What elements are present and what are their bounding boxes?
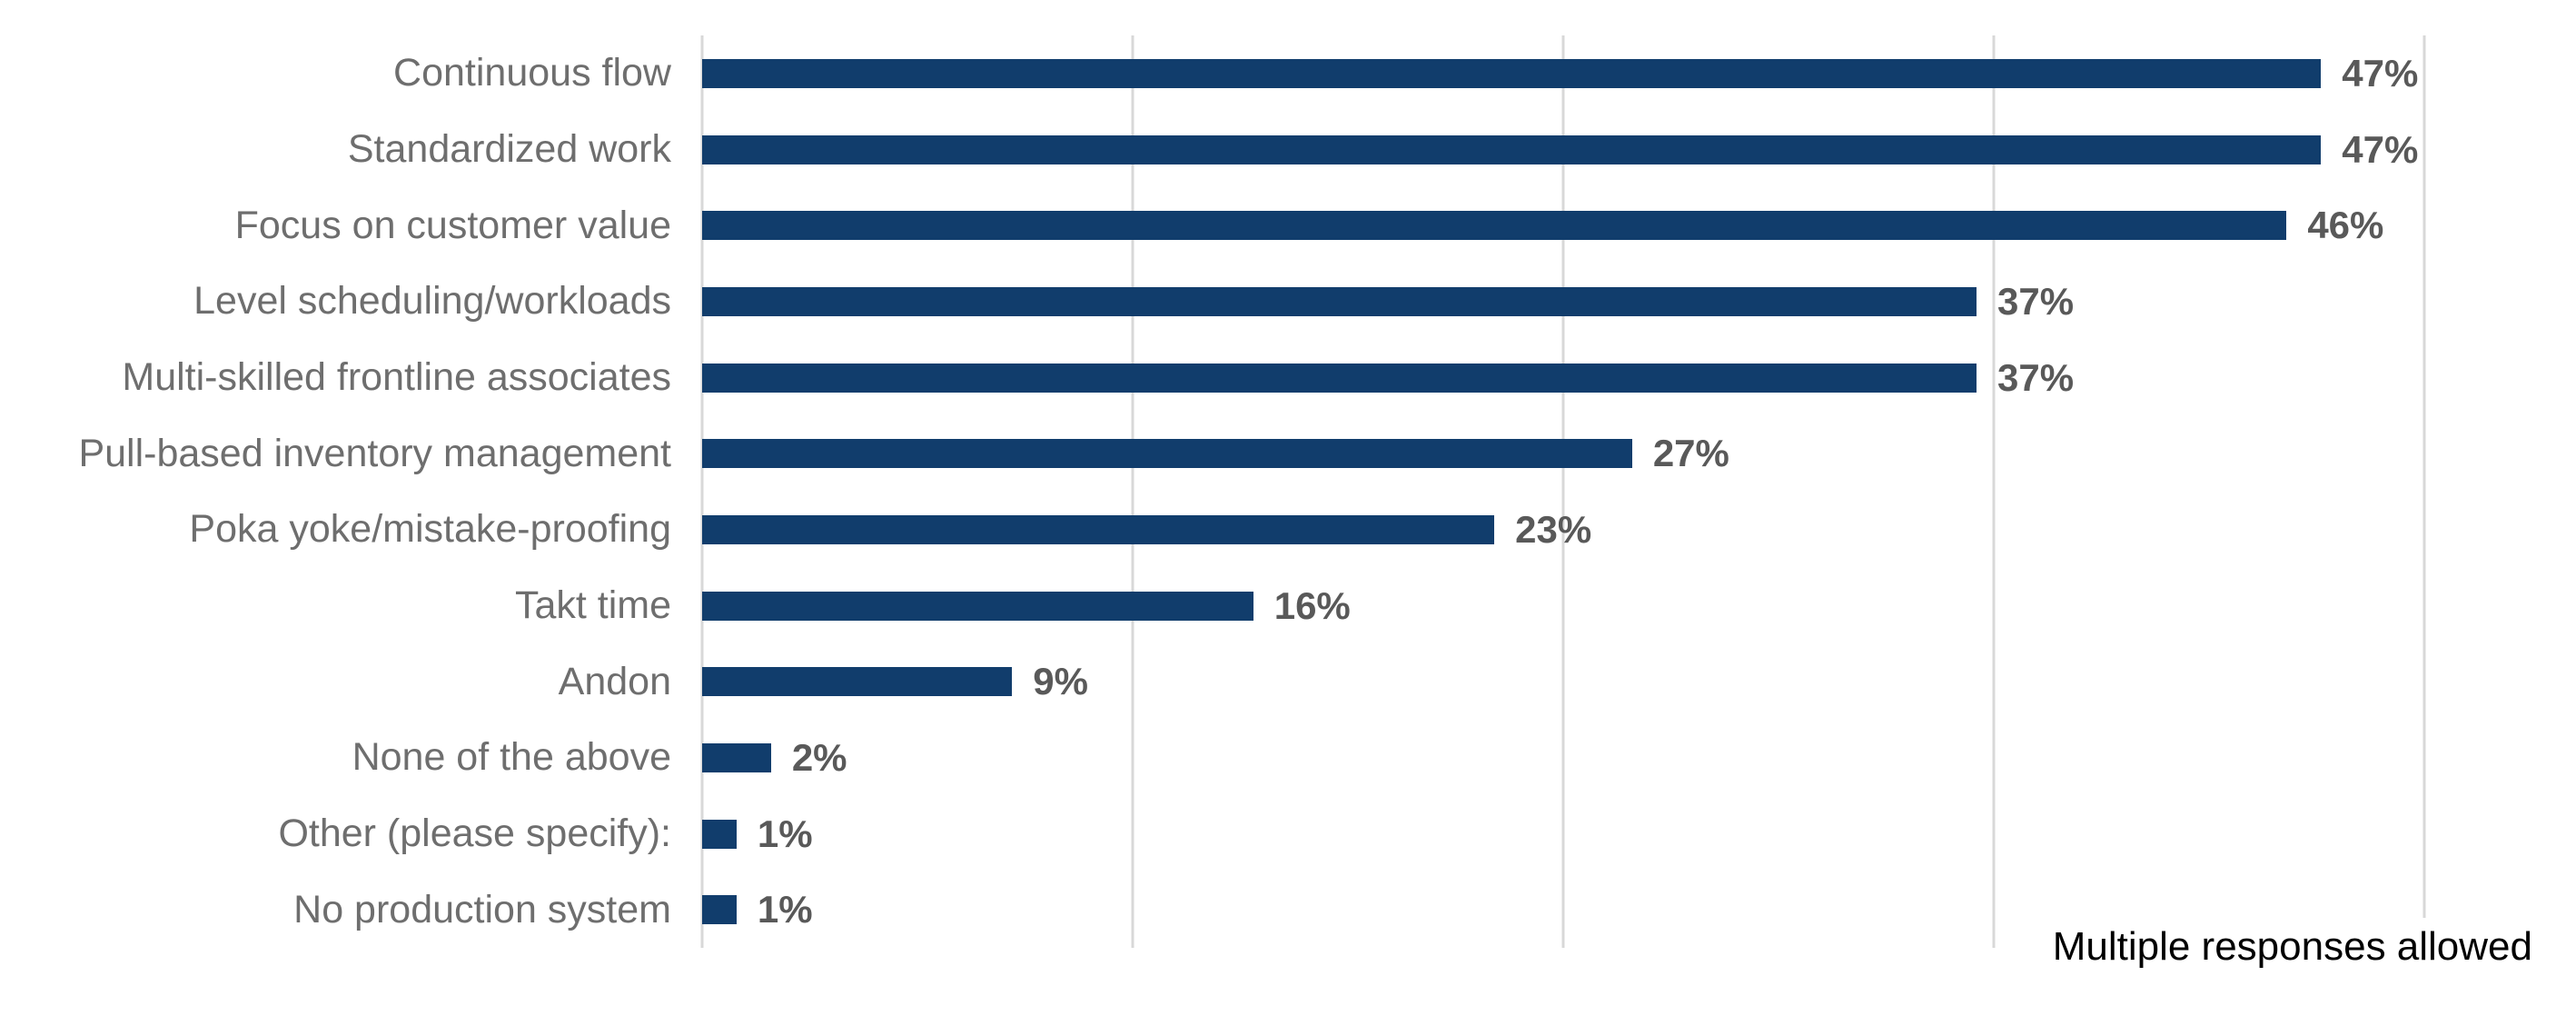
bar-track: 37% [702,355,2424,399]
vertical-gridline [1992,35,1996,948]
bar [702,667,1013,697]
bar [702,514,1495,544]
category-label: Level scheduling/workloads [193,279,671,324]
bar-track: 9% [702,662,2424,701]
value-label: 23% [1515,507,1592,551]
value-label: 2% [791,735,847,779]
category-label: Multi-skilled frontline associates [122,355,671,400]
bar-rows: Continuous flow 47% Standardized work 47… [0,35,2576,948]
value-label: 47% [2342,127,2419,171]
category-label: Standardized work [347,127,671,171]
bar-row: Takt time 16% [0,568,2576,644]
bar-row: None of the above 2% [0,720,2576,796]
bar-track: 46% [702,206,2424,244]
value-label: 47% [2342,51,2419,95]
bar [702,134,2322,164]
value-label: 1% [757,888,813,931]
bar-row: Other (please specify): 1% [0,796,2576,872]
bar-track: 16% [702,583,2424,627]
value-label: 27% [1652,432,1729,475]
category-label: Focus on customer value [234,203,671,247]
value-label: 16% [1273,583,1351,627]
value-label: 1% [757,812,813,855]
bar-track: 1% [702,812,2424,855]
bar-track: 47% [702,51,2424,95]
value-label: 9% [1033,660,1088,703]
bar-track: 2% [702,735,2424,779]
bar-track: 37% [702,279,2424,323]
bar-row: Pull-based inventory management 27% [0,415,2576,492]
bar-track: 47% [702,127,2424,171]
bar-track: 23% [702,507,2424,551]
category-label: Takt time [514,583,671,628]
bar [702,895,737,925]
category-label: No production system [293,887,671,931]
bar [702,742,771,772]
bar-row: Poka yoke/mistake-proofing 23% [0,492,2576,568]
bar-track: 1% [702,891,2424,929]
chart-footnote: Multiple responses allowed [2026,918,2534,982]
bar-row: Multi-skilled frontline associates 37% [0,340,2576,416]
bar-row: Focus on customer value 46% [0,187,2576,264]
bar [702,363,1977,393]
value-label: 46% [2307,204,2384,247]
bar [702,58,2322,88]
vertical-gridline [1131,35,1134,948]
vertical-gridline [700,35,704,948]
bar-row: Standardized work 47% [0,112,2576,188]
category-label: Andon [558,659,671,703]
vertical-gridline [1561,35,1565,948]
bar-track: 27% [702,434,2424,473]
category-label: Other (please specify): [278,812,671,856]
vertical-gridline [2422,35,2426,948]
bar [702,439,1632,469]
category-label: Continuous flow [393,51,671,95]
plot-area [700,35,2426,948]
bar [702,819,737,849]
value-label: 37% [1997,355,2075,399]
value-label: 37% [1997,279,2075,323]
bar-row: Level scheduling/workloads 37% [0,264,2576,340]
bar [702,591,1253,621]
bar-row: Andon 9% [0,643,2576,720]
category-label: Poka yoke/mistake-proofing [189,507,671,552]
bar [702,286,1977,316]
category-label: None of the above [352,735,671,780]
bar-row: Continuous flow 47% [0,35,2576,112]
bar [702,211,2287,241]
category-label: Pull-based inventory management [78,431,671,475]
bar-row: No production system 1% [0,872,2576,948]
